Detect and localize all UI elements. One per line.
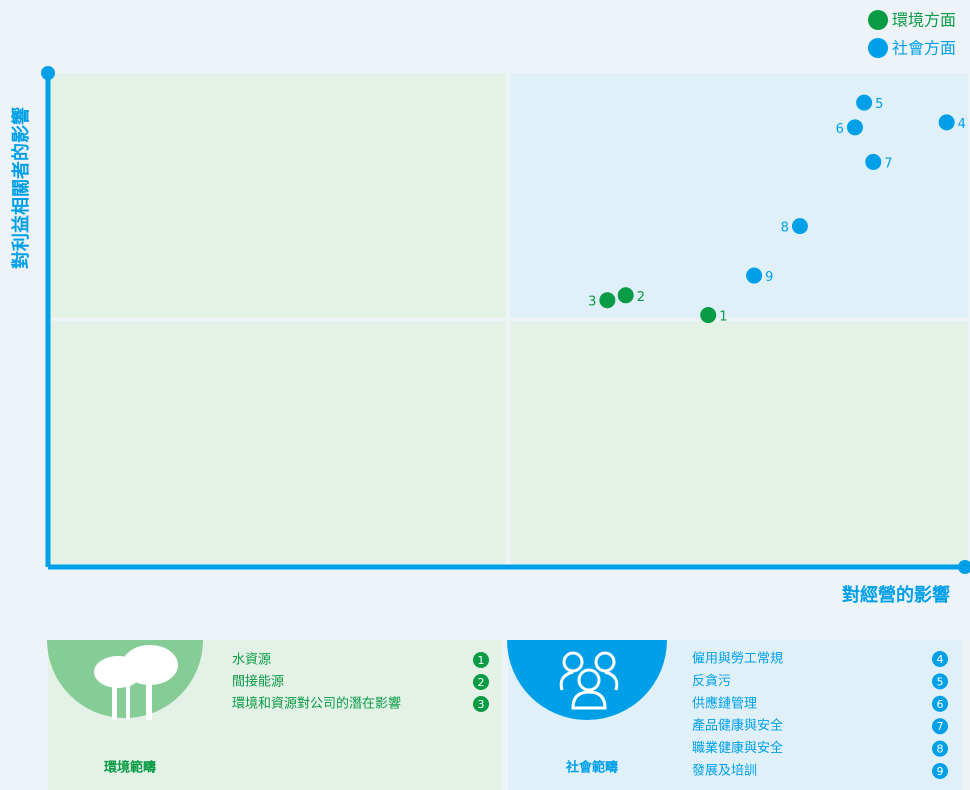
- panel-title: 環境範疇: [104, 760, 156, 776]
- point-label: 3: [588, 295, 596, 310]
- item-number: 6: [937, 698, 944, 711]
- point: [847, 119, 863, 135]
- quadrant: [510, 73, 968, 318]
- x-axis-title: 對經營的影響: [842, 584, 950, 606]
- item-label: 產品健康與安全: [692, 718, 783, 734]
- item-number: 5: [937, 675, 944, 688]
- legend-label: 社會方面: [892, 39, 956, 58]
- item-number: 7: [937, 720, 944, 733]
- item-label: 水資源: [232, 653, 271, 668]
- legend-marker: [868, 38, 888, 58]
- point-label: 4: [958, 117, 966, 132]
- quadrant: [48, 321, 506, 565]
- item-number: 9: [937, 765, 944, 778]
- point: [618, 287, 634, 303]
- item-label: 供應鏈管理: [692, 695, 757, 711]
- point: [865, 154, 881, 170]
- point-label: 9: [765, 270, 773, 285]
- legend-label: 環境方面: [892, 11, 956, 30]
- axis-end: [41, 66, 55, 80]
- item-label: 職業健康與安全: [692, 740, 783, 756]
- point-label: 5: [875, 97, 883, 112]
- chart: 對經營的影響 對利益相關者的影響 1 2 3 環境方面 4 5 6 7 8 9 社會方面環境範疇 水資…: [0, 0, 970, 790]
- item-label: 發展及培訓: [692, 763, 757, 779]
- point: [700, 307, 716, 323]
- point-label: 2: [637, 290, 645, 305]
- item-number: 4: [937, 653, 944, 666]
- item-label: 環境和資源對公司的潛在影響: [232, 696, 401, 712]
- quadrant: [48, 73, 506, 318]
- point-label: 8: [781, 221, 789, 236]
- point-label: 7: [884, 156, 892, 171]
- item-label: 僱用與勞工常規: [692, 651, 783, 667]
- item-label: 反貪污: [692, 673, 731, 689]
- panel-title: 社會範疇: [565, 760, 618, 776]
- item-number: 8: [937, 743, 944, 756]
- point: [939, 114, 955, 130]
- point-label: 6: [836, 122, 844, 137]
- quadrant: [510, 321, 968, 565]
- page: 對經營的影響 對利益相關者的影響 1 2 3 環境方面 4 5 6 7 8 9 社會方面環境範疇 水資…: [0, 0, 970, 790]
- point: [599, 292, 615, 308]
- legend-marker: [868, 10, 888, 30]
- item-number: 3: [478, 698, 485, 711]
- y-axis-title: 對利益相關者的影響: [10, 107, 32, 269]
- item-label: 間接能源: [232, 674, 284, 690]
- point: [792, 218, 808, 234]
- item-number: 2: [478, 676, 485, 689]
- point: [856, 95, 872, 111]
- point: [746, 268, 762, 284]
- point-label: 1: [719, 310, 727, 325]
- item-number: 1: [478, 654, 485, 667]
